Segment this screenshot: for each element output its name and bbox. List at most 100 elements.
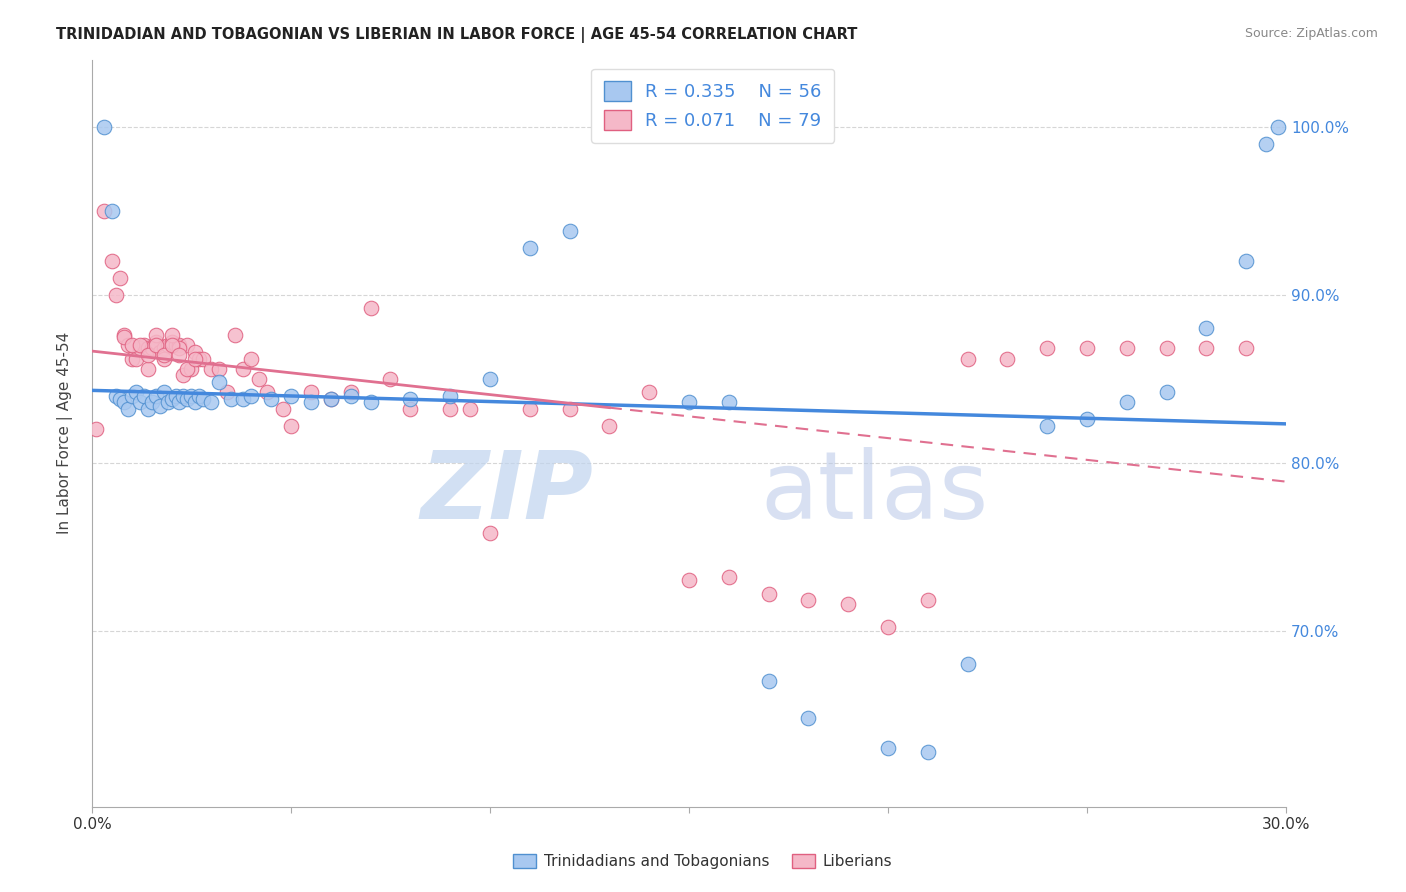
Point (125, 351, 148, 366)
Point (172, 388, 194, 402)
Point (141, 395, 163, 409)
Point (439, 401, 461, 416)
Point (149, 344, 172, 359)
Point (165, 388, 187, 402)
Point (169, 342, 191, 356)
Point (240, 351, 263, 366)
Point (917, 593, 939, 607)
Point (1115, 395, 1137, 409)
Point (399, 401, 422, 416)
Point (108, 392, 131, 406)
Point (558, 401, 581, 416)
Point (319, 392, 342, 406)
Point (598, 418, 620, 433)
Point (160, 338, 183, 352)
Point (458, 401, 481, 416)
Point (260, 392, 283, 406)
Point (101, 203, 124, 218)
Point (128, 395, 150, 409)
Point (152, 342, 174, 356)
Text: Source: ZipAtlas.com: Source: ZipAtlas.com (1244, 27, 1378, 40)
Point (145, 328, 167, 343)
Point (200, 361, 222, 376)
Point (678, 395, 700, 409)
Point (136, 361, 159, 376)
Point (128, 338, 150, 352)
Point (184, 395, 207, 409)
Point (152, 351, 174, 366)
Point (758, 673, 780, 688)
Text: atlas: atlas (761, 447, 988, 539)
Point (797, 711, 820, 725)
Point (128, 342, 150, 356)
Point (299, 385, 322, 400)
Point (136, 342, 159, 356)
Point (1267, 120, 1289, 134)
Point (156, 338, 179, 352)
Point (208, 375, 231, 389)
Point (360, 395, 382, 409)
Text: TRINIDADIAN AND TOBAGONIAN VS LIBERIAN IN LABOR FORCE | AGE 45-54 CORRELATION CH: TRINIDADIAN AND TOBAGONIAN VS LIBERIAN I… (56, 27, 858, 43)
Point (678, 574, 700, 588)
Point (1156, 385, 1178, 400)
Point (169, 338, 191, 352)
Point (176, 338, 198, 352)
Point (208, 361, 231, 376)
Point (152, 348, 174, 362)
Point (180, 361, 202, 376)
Point (1156, 342, 1178, 356)
Point (638, 385, 661, 400)
Point (558, 224, 581, 238)
Point (217, 385, 239, 400)
Point (519, 241, 541, 255)
Point (165, 338, 187, 352)
Point (1115, 342, 1137, 356)
Point (112, 328, 135, 343)
Point (180, 388, 202, 402)
Point (478, 526, 501, 541)
Point (339, 385, 361, 400)
Point (399, 392, 422, 406)
Point (136, 401, 159, 416)
Point (193, 392, 215, 406)
Point (145, 388, 167, 402)
Point (93, 203, 115, 218)
Point (121, 338, 143, 352)
Point (280, 388, 302, 402)
Point (136, 348, 159, 362)
Point (837, 597, 859, 611)
Point (112, 329, 135, 343)
Legend: Trinidadians and Tobagonians, Liberians: Trinidadians and Tobagonians, Liberians (508, 848, 898, 875)
Point (877, 741, 900, 756)
Point (478, 372, 501, 386)
Point (339, 388, 361, 402)
Point (224, 328, 246, 343)
Text: ZIP: ZIP (420, 447, 593, 539)
Point (240, 388, 263, 402)
Point (169, 395, 191, 409)
Point (193, 351, 215, 366)
Point (1254, 136, 1277, 151)
Point (200, 395, 222, 409)
Point (132, 338, 155, 352)
Point (172, 368, 194, 383)
Point (160, 392, 183, 406)
Point (141, 342, 163, 356)
Point (121, 388, 143, 402)
Point (176, 361, 198, 376)
Point (160, 334, 183, 349)
Point (117, 338, 139, 352)
Point (280, 418, 302, 433)
Point (232, 361, 254, 376)
Point (112, 395, 135, 409)
Point (758, 587, 780, 601)
Y-axis label: In Labor Force | Age 45-54: In Labor Force | Age 45-54 (58, 332, 73, 534)
Point (1195, 321, 1218, 335)
Point (995, 351, 1018, 366)
Point (169, 348, 191, 362)
Point (917, 745, 939, 759)
Point (188, 388, 211, 402)
Point (380, 372, 402, 386)
Point (1076, 342, 1098, 356)
Point (84, 422, 107, 436)
